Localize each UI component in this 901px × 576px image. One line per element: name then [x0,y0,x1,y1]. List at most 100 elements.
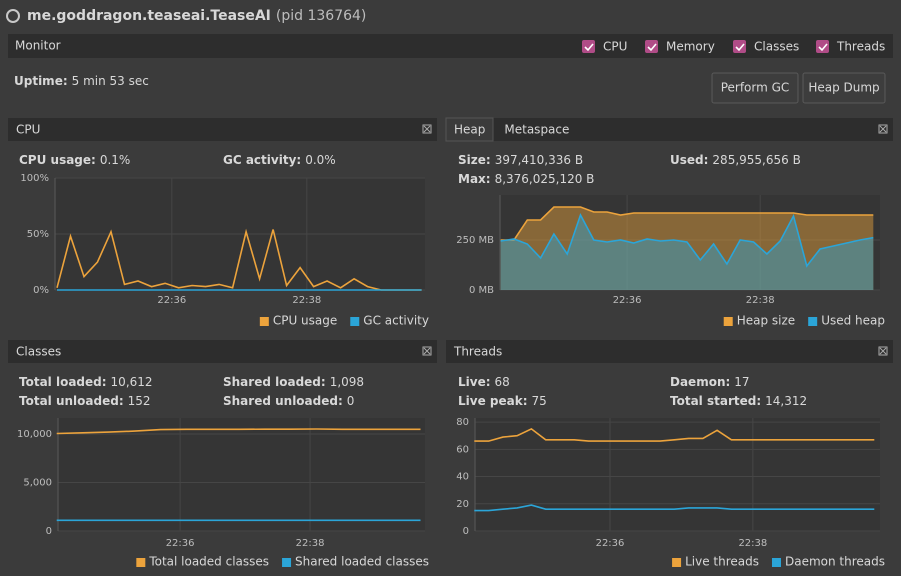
legend-label: CPU usage [273,314,337,328]
panel-header [8,340,437,363]
stat-label: Total loaded: [19,375,107,389]
legend-label: Daemon threads [785,555,885,569]
stat: Shared loaded: 1,098 [223,375,364,389]
close-button[interactable] [422,124,432,134]
stat: GC activity: 0.0% [223,153,336,167]
panel-title: Threads [453,345,502,359]
legend-swatch [723,317,733,326]
stat: Daemon: 17 [670,375,750,389]
legend-label: GC activity [363,314,429,328]
close-icon [879,347,887,355]
panel-title: CPU [16,123,40,137]
stat-label: GC activity: [223,153,301,167]
y-tick-label: 250 MB [456,235,494,246]
x-tick-label: 22:36 [166,538,195,549]
active-tab [445,117,494,142]
button[interactable] [802,72,886,104]
monitor-title: Monitor [15,39,61,53]
x-tick-label: 22:36 [157,295,186,306]
stat: CPU usage: 0.1% [19,153,130,167]
x-tick-label: 22:38 [292,295,321,306]
checkbox[interactable] [733,40,746,53]
stat: Total unloaded: 152 [19,394,151,408]
tab[interactable]: Heap [454,123,485,137]
checkbox-label[interactable]: Classes [754,40,799,54]
panel-title: Classes [16,345,61,359]
y-tick-label: 80 [456,417,469,428]
tab[interactable]: Metaspace [504,123,569,137]
panel-header [446,340,893,363]
y-tick-label: 0 [46,526,52,537]
legend-swatch [672,558,682,567]
stat: Max: 8,376,025,120 B [458,172,594,186]
stat-label: Live: [458,375,491,389]
stat-value: 14,312 [765,394,807,408]
checkbox-label[interactable]: CPU [603,40,627,54]
y-tick-label: 20 [456,499,469,510]
series-line [56,428,421,435]
checkmark [818,43,828,52]
stat-value: 17 [734,375,749,389]
stat-label: Size: [458,153,491,167]
checkbox-label[interactable]: Memory [666,40,715,54]
x-tick-label: 22:36 [613,295,642,306]
plot-area [500,195,880,290]
uptime-value: 5 min 53 sec [72,74,149,88]
legend-swatch [771,558,781,567]
checkbox[interactable] [645,40,658,53]
stat-label: CPU usage: [19,153,96,167]
stat-label: Shared loaded: [223,375,326,389]
x-tick-label: 22:38 [746,295,775,306]
stat: Size: 397,410,336 B [458,153,583,167]
legend-label: Live threads [685,555,759,569]
y-tick-label: 60 [456,444,469,455]
stat: Live peak: 75 [458,394,547,408]
close-button[interactable] [422,346,432,356]
legend-label: Shared loaded classes [295,555,429,569]
checkbox[interactable] [816,40,829,53]
stat-value: 152 [128,394,151,408]
button[interactable] [711,72,799,104]
y-tick-label: 0 [463,526,469,537]
close-button[interactable] [878,346,888,356]
checkbox[interactable] [582,40,595,53]
stat: Live: 68 [458,375,510,389]
plot-area [475,418,880,531]
stat-value: 75 [532,394,547,408]
panel-header [8,118,437,141]
stat-label: Total unloaded: [19,394,124,408]
series-line [56,228,422,291]
legend-label: Heap size [737,314,795,328]
x-tick-label: 22:36 [596,538,625,549]
close-icon [879,125,887,133]
legend-label: Used heap [821,314,885,328]
stat-value: 68 [495,375,510,389]
y-tick-label: 100% [20,173,49,184]
x-tick-label: 22:38 [738,538,767,549]
checkbox-label[interactable]: Threads [836,40,885,54]
window-title: me.goddragon.teaseai.TeaseAI (pid 136764) [27,8,366,24]
area-fill [500,215,874,290]
stat: Total started: 14,312 [670,394,807,408]
app-icon [6,9,20,23]
plot-area [58,418,425,531]
button-label[interactable]: Heap Dump [808,81,879,95]
stat: Total loaded: 10,612 [19,375,153,389]
stat-value: 1,098 [330,375,364,389]
stat: Used: 285,955,656 B [670,153,801,167]
panel-header [446,118,893,141]
stat-value: 0.0% [305,153,336,167]
checkmark [647,43,657,52]
stat-label: Max: [458,172,491,186]
stat-value: 397,410,336 B [495,153,583,167]
button-label[interactable]: Perform GC [721,81,790,95]
close-button[interactable] [878,124,888,134]
y-tick-label: 10,000 [17,429,52,440]
y-tick-label: 40 [456,472,469,483]
stat-value: 0.1% [100,153,131,167]
stat-value: 285,955,656 B [712,153,800,167]
uptime: Uptime: 5 min 53 sec [14,74,149,88]
series-line [474,427,875,442]
stat: Shared unloaded: 0 [223,394,354,408]
